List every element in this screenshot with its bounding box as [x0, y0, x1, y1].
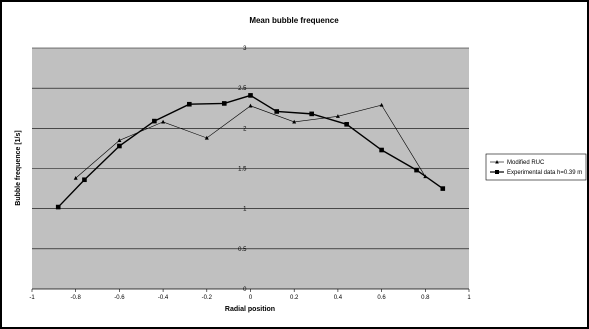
data-point	[309, 111, 314, 117]
x-tick-label: 0.4	[334, 295, 343, 301]
chart-title: Mean bubble frequence	[249, 16, 339, 25]
series-experimental-data	[55, 93, 446, 210]
legend-box	[485, 153, 587, 181]
data-point	[117, 143, 122, 149]
x-tick-label: -0.8	[71, 295, 82, 301]
y-tick-label: 3	[243, 46, 247, 52]
data-point	[161, 119, 166, 124]
data-point	[117, 138, 122, 142]
data-point	[335, 114, 340, 118]
x-tick-label: -0.6	[114, 295, 125, 301]
data-point	[379, 147, 384, 153]
data-point	[187, 101, 192, 107]
y-axis-ticks: 0 0.5 1 1.5 2 2.5 3	[238, 46, 247, 293]
data-point	[55, 204, 61, 210]
y-tick-label: 1	[243, 207, 247, 213]
data-point	[414, 167, 419, 173]
x-tick-label: -0.4	[158, 295, 169, 301]
data-point	[204, 135, 209, 140]
legend-marker	[495, 170, 499, 174]
data-point	[440, 186, 446, 191]
x-tick-label: 0.2	[290, 295, 299, 301]
y-tick-label: 2.5	[238, 86, 247, 92]
legend: Modified RUC Experimental data h=0.39 m	[485, 153, 587, 181]
legend-marker	[495, 160, 499, 164]
data-point	[82, 177, 87, 183]
y-tick-label: 1.5	[238, 167, 247, 173]
series-modified-ruc	[73, 102, 428, 180]
x-axis-ticks: -1 -0.8 -0.6 -0.4 -0.2 0 0.2 0.4 0.6 0.8 1	[29, 289, 471, 301]
data-point	[379, 102, 384, 107]
data-point	[73, 175, 78, 180]
data-point	[152, 118, 157, 124]
x-tick-label: 0	[249, 295, 253, 301]
data-point	[292, 119, 297, 124]
y-tick-label: 2	[243, 126, 247, 132]
x-tick-label: -1	[29, 295, 35, 301]
data-point	[248, 103, 253, 108]
x-tick-label: 1	[467, 295, 471, 301]
data-point	[274, 109, 280, 114]
data-point	[221, 101, 227, 106]
x-tick-label: -0.2	[202, 295, 213, 301]
y-tick-label: 0	[243, 287, 247, 293]
legend-label: Modified RUC	[507, 160, 545, 166]
x-axis-label: Radial position	[225, 306, 275, 313]
y-axis-label: Bubble frequence [1/s]	[15, 130, 22, 205]
series-layer	[55, 93, 446, 210]
y-tick-label: 0.5	[238, 247, 247, 253]
data-point	[344, 122, 349, 127]
data-point	[248, 93, 253, 98]
legend-label: Experimental data h=0.39 m	[507, 170, 582, 176]
x-tick-label: 0.8	[421, 295, 430, 301]
x-tick-label: 0.6	[377, 295, 386, 301]
